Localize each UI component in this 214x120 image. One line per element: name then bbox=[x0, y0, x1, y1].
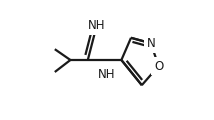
Text: N: N bbox=[146, 37, 155, 50]
Text: NH: NH bbox=[98, 68, 116, 81]
Text: O: O bbox=[154, 60, 163, 72]
Text: NH: NH bbox=[88, 19, 106, 32]
